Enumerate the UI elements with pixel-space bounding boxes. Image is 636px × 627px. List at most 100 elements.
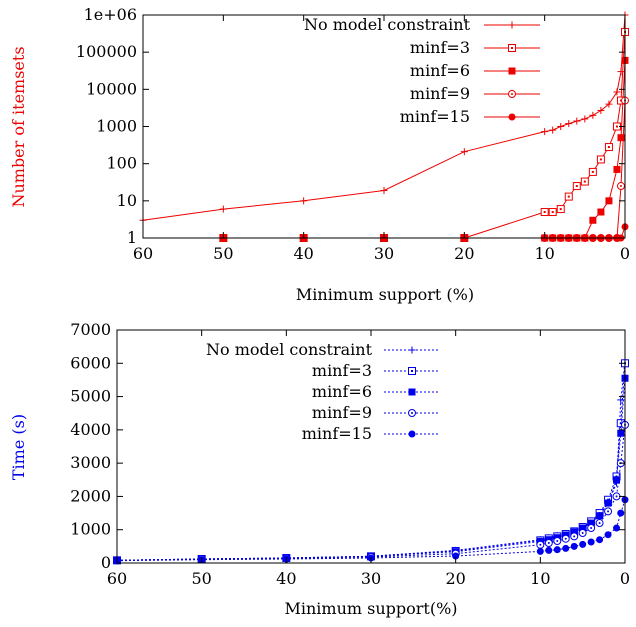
data-point xyxy=(613,88,621,96)
data-point xyxy=(613,165,621,173)
x-tick-label: 50 xyxy=(191,569,211,588)
series-minf-15 xyxy=(113,496,629,565)
data-point xyxy=(589,216,597,224)
y-tick-label: 10 xyxy=(117,191,137,210)
y-tick-label: 2000 xyxy=(70,486,111,505)
data-point xyxy=(580,177,589,186)
legend-marker xyxy=(508,44,516,52)
x-tick-label: 0 xyxy=(620,569,630,588)
data-point xyxy=(570,542,578,550)
data-point xyxy=(541,128,549,136)
data-point xyxy=(380,186,388,194)
data-point xyxy=(617,509,625,517)
x-tick-label: 60 xyxy=(133,244,153,263)
data-point xyxy=(589,111,597,119)
data-point xyxy=(596,155,605,164)
data-point xyxy=(562,544,570,552)
x-tick-label: 50 xyxy=(213,244,233,263)
legend-label: minf=15 xyxy=(302,424,372,443)
data-point xyxy=(460,148,468,156)
data-point xyxy=(565,120,573,128)
y-tick-label: 4000 xyxy=(70,420,111,439)
y-tick-label: 5000 xyxy=(70,387,111,406)
legend-marker xyxy=(508,113,516,121)
series-no-model-constraint xyxy=(139,11,629,224)
data-point xyxy=(617,68,625,76)
data-point xyxy=(604,507,613,516)
legend: No model constraint minf=3 minf=6 minf=9 min… xyxy=(206,340,440,443)
data-point xyxy=(581,115,589,123)
data-point xyxy=(573,117,581,125)
data-point xyxy=(616,182,625,191)
data-point xyxy=(604,531,612,539)
data-point xyxy=(579,540,587,548)
data-point xyxy=(536,540,545,549)
legend-label: minf=3 xyxy=(312,361,372,380)
data-point xyxy=(540,208,549,217)
data-point xyxy=(587,524,596,533)
x-tick-label: 10 xyxy=(534,244,554,263)
series-line xyxy=(116,378,626,561)
x-tick-label: 30 xyxy=(374,244,394,263)
y-tick-label: 100 xyxy=(106,154,137,173)
data-point xyxy=(557,123,565,130)
legend-label: minf=6 xyxy=(410,61,470,80)
data-point xyxy=(219,205,227,213)
data-point xyxy=(604,143,613,152)
data-point xyxy=(553,537,562,546)
y-tick-label: 0 xyxy=(101,553,111,572)
itemsets-chart: 60 50 40 30 20 10 01101001000100001000001e+06 … xyxy=(9,5,630,304)
x-axis-label: Minimum support (%) xyxy=(296,285,474,304)
y-tick-label: 1000 xyxy=(96,117,137,136)
data-point xyxy=(587,519,595,527)
data-point xyxy=(612,492,621,501)
legend-marker xyxy=(408,346,416,354)
data-point xyxy=(544,539,553,548)
data-point xyxy=(564,192,573,201)
y-tick-label: 1000 xyxy=(70,520,111,539)
data-point xyxy=(617,429,625,437)
data-point xyxy=(613,524,621,532)
x-tick-label: 20 xyxy=(445,569,465,588)
x-tick-label: 20 xyxy=(454,244,474,263)
series-minf-15 xyxy=(219,223,629,242)
series-line xyxy=(223,226,626,239)
data-point xyxy=(604,499,612,507)
data-point xyxy=(596,512,604,520)
x-tick-label: 30 xyxy=(361,569,381,588)
legend-marker xyxy=(508,90,516,98)
legend-label: minf=9 xyxy=(312,403,372,422)
data-point xyxy=(556,205,565,214)
data-point xyxy=(579,524,587,532)
x-tick-label: 60 xyxy=(107,569,127,588)
data-point xyxy=(570,532,579,541)
data-point xyxy=(578,529,587,538)
x-tick-label: 40 xyxy=(293,244,313,263)
data-point xyxy=(561,534,570,543)
x-tick-label: 10 xyxy=(530,569,550,588)
time-chart: 60 50 40 30 20 10 0010002000300040005000600070… xyxy=(9,320,630,618)
legend-marker xyxy=(408,409,416,417)
y-tick-label: 10000 xyxy=(86,79,137,98)
data-point xyxy=(605,100,613,108)
y-tick-label: 3000 xyxy=(70,453,111,472)
data-point xyxy=(548,208,557,217)
plot-frame xyxy=(142,14,626,239)
y-tick-label: 100000 xyxy=(76,42,137,61)
y-tick-label: 6000 xyxy=(70,353,111,372)
legend-marker xyxy=(508,21,516,29)
data-point xyxy=(587,538,595,546)
legend-label: No model constraint xyxy=(304,15,471,34)
legend-marker xyxy=(408,388,416,396)
legend-marker xyxy=(508,67,516,75)
data-point xyxy=(545,546,553,554)
legend-label: minf=9 xyxy=(410,84,470,103)
x-axis-label: Minimum support(%) xyxy=(284,599,457,618)
data-point xyxy=(452,552,460,560)
y-tick-label: 7000 xyxy=(70,320,111,339)
y-axis-label: Time (s) xyxy=(9,414,28,480)
legend: No model constraint minf=3 minf=6 minf=9 min… xyxy=(304,15,540,126)
legend-marker xyxy=(408,367,416,375)
legend-label: minf=6 xyxy=(312,382,372,401)
